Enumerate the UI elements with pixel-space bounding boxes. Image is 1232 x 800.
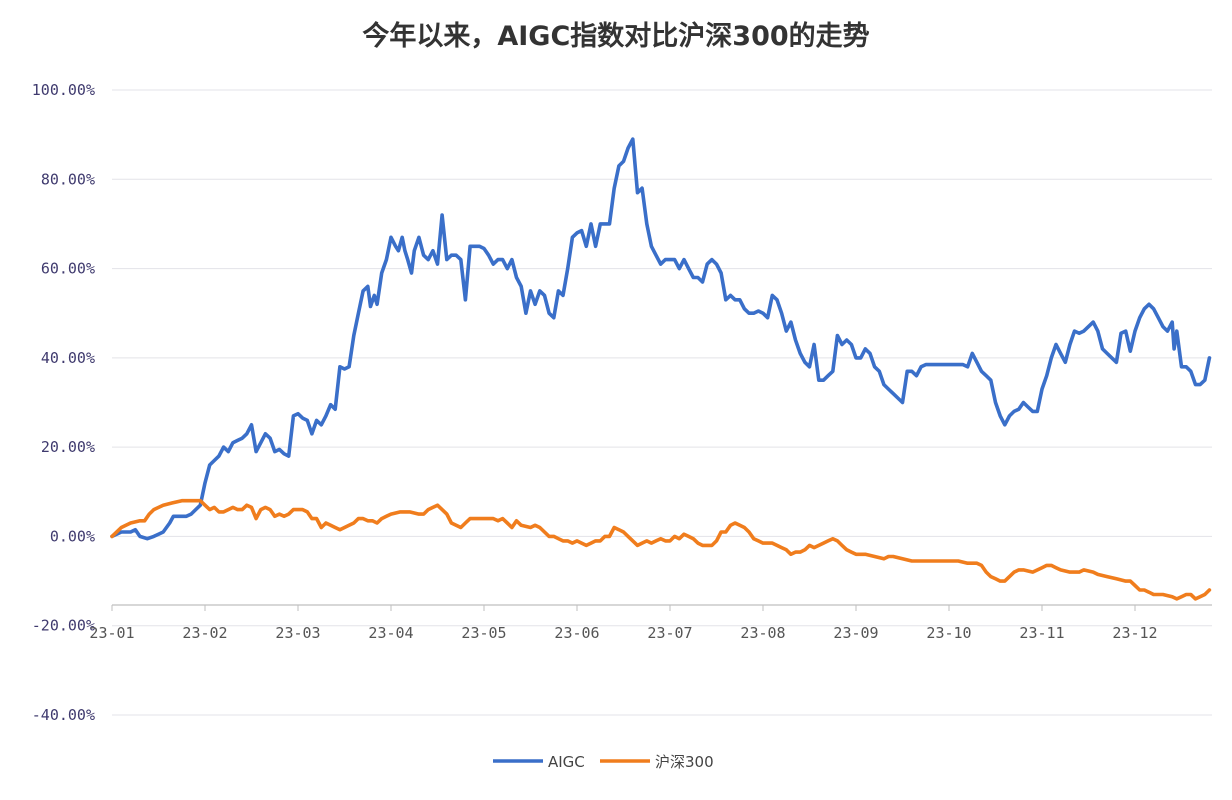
chart-title: 今年以来，AIGC指数对比沪深300的走势 xyxy=(362,21,870,52)
x-tick-label: 23-07 xyxy=(647,624,692,642)
y-tick-label: -40.00% xyxy=(32,706,95,724)
series-line-aigc xyxy=(110,137,1212,541)
x-tick-label: 23-04 xyxy=(368,624,413,642)
legend-label: AIGC xyxy=(548,753,585,771)
y-tick-label: 100.00% xyxy=(32,81,95,99)
x-tick-label: 23-09 xyxy=(833,624,878,642)
x-tick-label: 23-10 xyxy=(926,624,971,642)
x-tick-label: 23-12 xyxy=(1112,624,1157,642)
x-tick-label: 23-02 xyxy=(182,624,227,642)
y-tick-label: 60.00% xyxy=(41,260,95,278)
y-tick-label: 40.00% xyxy=(41,349,95,367)
series-line-hs300 xyxy=(110,498,1212,601)
y-tick-label: 80.00% xyxy=(41,170,95,188)
x-tick-label: 23-06 xyxy=(554,624,599,642)
y-tick-label: -20.00% xyxy=(32,617,95,635)
legend-label: 沪深300 xyxy=(655,753,714,771)
x-tick-label: 23-01 xyxy=(89,624,134,642)
x-tick-label: 23-03 xyxy=(275,624,320,642)
x-tick-label: 23-08 xyxy=(740,624,785,642)
y-tick-label: 20.00% xyxy=(41,438,95,456)
x-tick-label: 23-05 xyxy=(461,624,506,642)
y-tick-label: 0.00% xyxy=(50,527,95,545)
x-tick-label: 23-11 xyxy=(1019,624,1064,642)
